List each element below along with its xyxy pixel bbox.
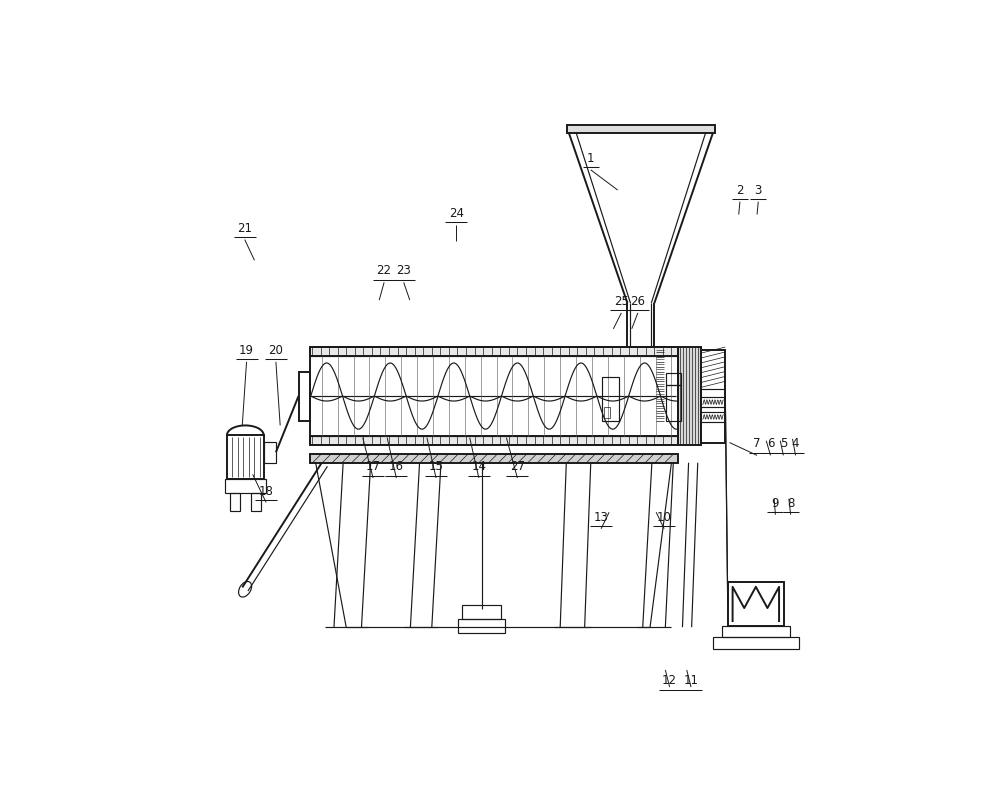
Ellipse shape bbox=[239, 581, 252, 597]
Bar bbox=[310, 454, 678, 463]
Bar bbox=[666, 373, 681, 385]
Bar bbox=[227, 435, 264, 480]
Text: 19: 19 bbox=[239, 344, 254, 357]
Bar bbox=[728, 582, 784, 626]
Text: 10: 10 bbox=[657, 511, 672, 524]
Text: 12: 12 bbox=[662, 674, 677, 687]
Text: 7: 7 bbox=[753, 437, 761, 450]
Text: 24: 24 bbox=[449, 207, 464, 220]
Bar bbox=[666, 385, 681, 421]
Text: 18: 18 bbox=[259, 484, 274, 498]
Text: 8: 8 bbox=[787, 497, 794, 510]
Text: 3: 3 bbox=[755, 183, 762, 197]
Bar bbox=[462, 605, 501, 619]
Text: 22: 22 bbox=[377, 264, 392, 277]
Bar bbox=[225, 480, 266, 492]
Text: 27: 27 bbox=[510, 460, 525, 473]
Text: 17: 17 bbox=[366, 460, 381, 473]
Bar bbox=[567, 125, 715, 133]
Text: 5: 5 bbox=[780, 437, 787, 450]
Text: 9: 9 bbox=[772, 497, 779, 510]
Bar bbox=[602, 376, 619, 421]
Bar bbox=[604, 407, 610, 418]
Text: 2: 2 bbox=[736, 183, 744, 197]
Bar bbox=[251, 492, 261, 511]
Text: 1: 1 bbox=[587, 152, 595, 165]
Bar bbox=[264, 442, 276, 463]
Text: 14: 14 bbox=[471, 460, 486, 473]
Bar bbox=[701, 349, 725, 442]
Bar bbox=[713, 637, 799, 649]
Bar bbox=[310, 437, 678, 445]
Text: 11: 11 bbox=[684, 674, 699, 687]
Bar bbox=[458, 619, 505, 634]
Bar bbox=[678, 347, 701, 445]
Text: 21: 21 bbox=[237, 222, 252, 235]
Text: 16: 16 bbox=[389, 460, 404, 473]
Bar bbox=[722, 626, 790, 637]
Bar bbox=[310, 347, 678, 356]
Bar bbox=[299, 372, 310, 421]
Text: 6: 6 bbox=[767, 437, 774, 450]
Text: 20: 20 bbox=[268, 344, 283, 357]
Text: 23: 23 bbox=[396, 264, 411, 277]
Bar bbox=[230, 492, 240, 511]
Text: 25: 25 bbox=[614, 295, 629, 308]
Text: 4: 4 bbox=[792, 437, 799, 450]
Text: 15: 15 bbox=[429, 460, 444, 473]
Text: 26: 26 bbox=[630, 295, 645, 308]
Text: 13: 13 bbox=[594, 511, 609, 524]
